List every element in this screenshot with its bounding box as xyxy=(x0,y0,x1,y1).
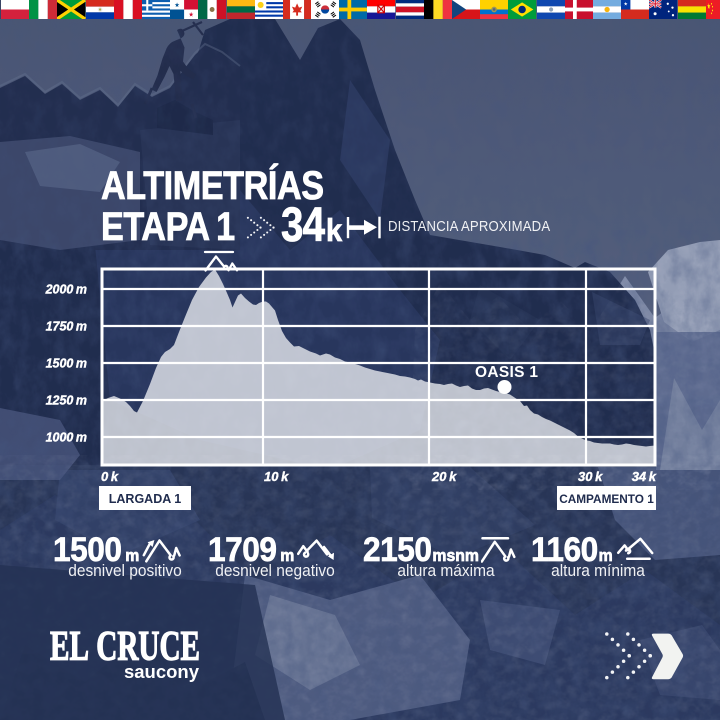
svg-text:1000 m: 1000 m xyxy=(46,431,87,445)
svg-text:20 k: 20 k xyxy=(431,469,457,484)
svg-text:OASIS 1: OASIS 1 xyxy=(475,364,538,381)
svg-text:2000 m: 2000 m xyxy=(45,283,87,297)
svg-text:1500 m: 1500 m xyxy=(46,357,87,371)
svg-text:34 k: 34 k xyxy=(632,469,657,484)
svg-text:CAMPAMENTO 1: CAMPAMENTO 1 xyxy=(559,492,654,506)
svg-text:1250 m: 1250 m xyxy=(46,394,87,408)
svg-text:1750 m: 1750 m xyxy=(46,320,87,334)
svg-text:30 k: 30 k xyxy=(578,469,603,484)
svg-text:10 k: 10 k xyxy=(264,469,289,484)
svg-text:LARGADA 1: LARGADA 1 xyxy=(109,492,182,506)
svg-text:0 k: 0 k xyxy=(101,469,119,484)
